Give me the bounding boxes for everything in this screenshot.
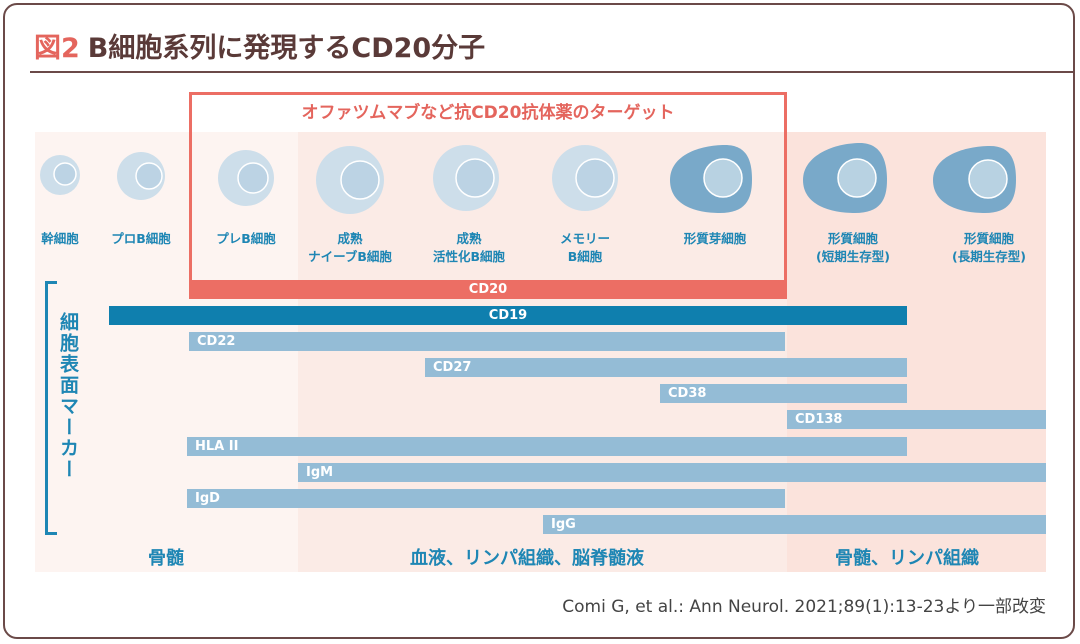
- marker-bracket: [45, 281, 57, 535]
- figure-number: 図2: [34, 33, 80, 64]
- cell-plasma-long: [933, 146, 1016, 213]
- marker-bar-cd138: CD138: [787, 410, 1046, 429]
- location-label: 骨髄、リンパ組織: [835, 548, 979, 569]
- cell-pro-b: [117, 152, 165, 200]
- cell-plasmablast: [670, 145, 752, 213]
- cell-activated-b: [433, 145, 499, 211]
- target-box-title: オファツムマブなど抗CD20抗体薬のターゲット: [301, 103, 675, 123]
- cell-memory-b: [552, 145, 618, 211]
- marker-bar-cd38: CD38: [660, 384, 907, 403]
- cell-label: メモリー B細胞: [559, 231, 610, 264]
- cell-label: プレB細胞: [216, 231, 276, 246]
- location-label: 血液、リンパ組織、脳脊髄液: [410, 548, 644, 569]
- cell-naive-b: [316, 146, 384, 214]
- marker-bar-hla-ii: HLA II: [187, 437, 907, 456]
- cell-label: 成熟 活性化B細胞: [432, 231, 506, 264]
- marker-bar-cd20: CD20: [189, 280, 787, 299]
- cell-stem: [40, 155, 80, 195]
- marker-bar-igm: IgM: [298, 463, 1046, 482]
- cell-label: 形質芽細胞: [683, 231, 747, 246]
- cell-plasma-short: [803, 143, 887, 213]
- marker-bar-cd22: CD22: [189, 332, 785, 351]
- cell-pre-b: [218, 150, 274, 206]
- cell-label: 形質細胞 (長期生存型): [952, 231, 1026, 264]
- frame: [3, 3, 1075, 639]
- cell-label: 成熟 ナイーブB細胞: [308, 231, 392, 264]
- figure-title: 図2 B細胞系列に発現するCD20分子: [34, 26, 485, 65]
- citation: Comi G, et al.: Ann Neurol. 2021;89(1):1…: [562, 597, 1046, 617]
- cell-label: 形質細胞 (短期生存型): [816, 231, 890, 264]
- marker-bar-cd19: CD19: [109, 306, 907, 325]
- marker-bar-cd27: CD27: [425, 358, 907, 377]
- location-label: 骨髄: [148, 548, 184, 569]
- figure-title-text: B細胞系列に発現するCD20分子: [87, 33, 486, 64]
- marker-bar-igd: IgD: [187, 489, 785, 508]
- title-divider: [30, 71, 1073, 73]
- cell-label: 幹細胞: [41, 231, 79, 246]
- marker-axis-label: 細胞表面マーカー: [57, 312, 79, 480]
- cell-label: プロB細胞: [111, 231, 171, 246]
- marker-bar-igg: IgG: [543, 515, 1046, 534]
